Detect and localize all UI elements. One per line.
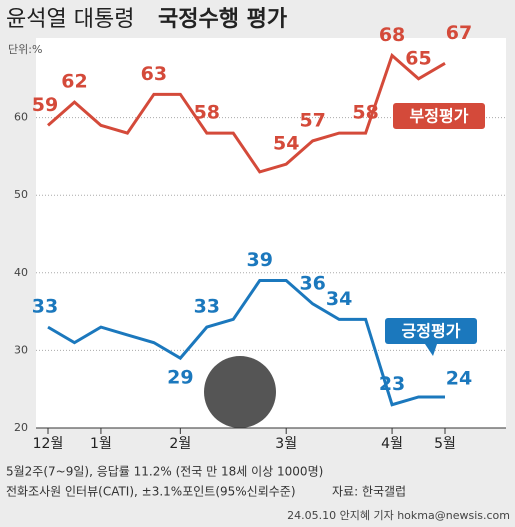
legend-box	[393, 103, 485, 129]
y-tick-label: 40	[14, 266, 28, 279]
y-tick-label: 30	[14, 343, 28, 356]
value-label: 63	[141, 63, 167, 85]
value-label: 33	[32, 296, 58, 318]
value-label: 54	[273, 133, 299, 155]
x-tick-label: 2월	[169, 436, 191, 452]
value-label: 29	[167, 367, 193, 389]
value-label: 39	[247, 249, 273, 271]
legend-pointer	[425, 344, 437, 356]
series-line	[47, 52, 446, 174]
x-tick-label: 4월	[381, 436, 403, 452]
note: 자료: 한국갤럽	[332, 485, 406, 499]
value-label: 62	[61, 71, 87, 93]
x-tick-label: 3월	[275, 436, 297, 452]
value-label: 67	[446, 22, 472, 44]
y-tick-label: 50	[14, 188, 28, 201]
value-label: 36	[299, 272, 325, 294]
note: 5월2주(7~9일), 응답률 11.2% (전국 만 18세 이상 1000명…	[6, 465, 323, 479]
legend-label: 긍정평가	[402, 322, 461, 341]
x-tick-label: 5월	[434, 436, 456, 452]
legend-label: 부정평가	[410, 107, 469, 126]
y-tick-label: 60	[14, 111, 28, 124]
value-label: 24	[446, 367, 472, 389]
value-label: 57	[299, 109, 325, 131]
y-tick-label: 20	[14, 421, 28, 434]
value-label: 23	[379, 373, 405, 395]
unit-label: 단위:%	[8, 43, 42, 56]
x-tick-label: 1월	[90, 436, 112, 452]
value-label: 59	[32, 94, 58, 116]
value-label: 65	[405, 47, 431, 69]
credit: 24.05.10 안지혜 기자 hokma@newsis.com	[287, 509, 510, 522]
value-label: 33	[194, 296, 220, 318]
x-tick-label: 12월	[33, 436, 64, 452]
series-line	[47, 279, 445, 407]
plot-area	[36, 38, 506, 428]
legend-box	[385, 318, 477, 344]
chart-title-bold: 국정수행 평가	[158, 7, 287, 32]
portrait	[204, 356, 276, 428]
value-label: 34	[326, 288, 352, 310]
value-label: 68	[379, 24, 405, 46]
value-label: 58	[352, 102, 378, 124]
note: 전화조사원 인터뷰(CATI), ±3.1%포인트(95%신뢰수준)	[6, 485, 296, 499]
chart-title: 윤석열 대통령	[6, 7, 134, 32]
value-label: 58	[194, 102, 220, 124]
